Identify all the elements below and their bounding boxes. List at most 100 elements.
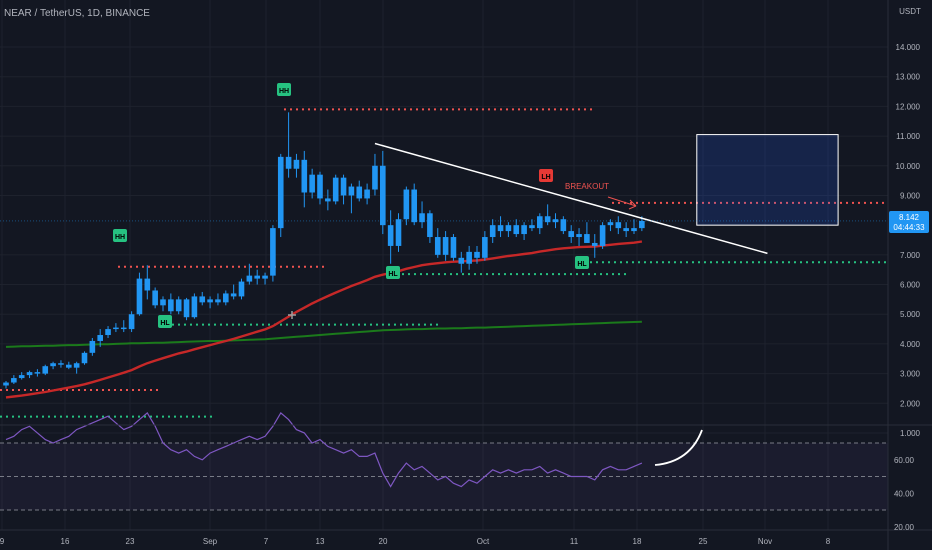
candle-body bbox=[513, 225, 520, 235]
candle-body bbox=[183, 299, 190, 318]
candle-body bbox=[537, 216, 543, 229]
candle-body bbox=[529, 225, 535, 229]
label-hl-1: HL bbox=[160, 320, 170, 327]
candle-body bbox=[246, 275, 253, 282]
candle-body bbox=[11, 378, 17, 383]
descending-trendline bbox=[374, 142, 768, 255]
candle-body bbox=[639, 220, 645, 229]
candle-body bbox=[81, 352, 88, 364]
label-breakout: BREAKOUT bbox=[565, 182, 609, 191]
time-tick-label: 7 bbox=[264, 537, 269, 546]
candle-body bbox=[42, 366, 49, 374]
label-lh-bg bbox=[539, 169, 553, 182]
candle-body bbox=[270, 228, 276, 276]
candle-body bbox=[544, 216, 551, 223]
price-tick-label: 14.000 bbox=[896, 43, 921, 52]
candle-body bbox=[607, 222, 614, 226]
label-hh-top: HH bbox=[279, 88, 289, 95]
label-hh-top-bg bbox=[277, 83, 291, 96]
rsi-tick-label: 20.00 bbox=[894, 523, 915, 532]
candle-body bbox=[474, 251, 480, 258]
time-tick-label: 11 bbox=[570, 537, 579, 546]
candle-body bbox=[120, 327, 127, 330]
target-zone-rect bbox=[696, 134, 839, 226]
candle-body bbox=[97, 335, 103, 341]
rsi-tick-label: 40.00 bbox=[894, 489, 915, 498]
moving-averages bbox=[5, 240, 643, 399]
time-tick-label: 9 bbox=[0, 537, 5, 546]
candle-body bbox=[207, 299, 213, 303]
price-tick-label: 11.000 bbox=[896, 132, 920, 141]
price-tick-label: 10.000 bbox=[896, 162, 921, 171]
candle-body bbox=[450, 237, 457, 258]
candle-body bbox=[442, 237, 449, 255]
candle-body bbox=[160, 299, 166, 306]
time-tick-label: 13 bbox=[316, 537, 325, 546]
label-hh-left-bg bbox=[113, 229, 127, 242]
label-hl-2-bg bbox=[386, 266, 400, 279]
price-tick-label: 12.000 bbox=[896, 102, 921, 111]
candle-body bbox=[58, 363, 64, 365]
candle-body bbox=[136, 278, 143, 315]
candle-body bbox=[403, 189, 410, 220]
label-hl-3-bg bbox=[575, 256, 589, 269]
candle-body bbox=[144, 278, 151, 291]
candle-body bbox=[521, 225, 527, 235]
candle-body bbox=[325, 198, 331, 202]
candle-body bbox=[89, 340, 96, 353]
candle-body bbox=[380, 165, 386, 226]
rsi-projection-curve bbox=[654, 429, 703, 466]
candle-body bbox=[427, 213, 433, 238]
candle-body bbox=[277, 156, 284, 229]
candle-body bbox=[599, 225, 606, 246]
candle-body bbox=[223, 293, 229, 303]
horizontal-levels bbox=[0, 108, 886, 418]
candle-body bbox=[332, 177, 339, 202]
candle-body bbox=[301, 159, 308, 193]
candle-body bbox=[591, 242, 598, 246]
candle-body bbox=[434, 237, 441, 255]
ema-red-line bbox=[5, 240, 643, 399]
candle-body bbox=[168, 299, 174, 312]
time-tick-label: Sep bbox=[203, 537, 218, 546]
candle-body bbox=[317, 174, 323, 199]
time-tick-label: 16 bbox=[61, 537, 70, 546]
candle-body bbox=[576, 234, 582, 238]
candle-body bbox=[199, 296, 206, 303]
candle-body bbox=[309, 174, 315, 193]
candle-body bbox=[293, 159, 300, 169]
candle-body bbox=[66, 364, 72, 368]
candle-body bbox=[105, 329, 111, 336]
chart-title: NEAR / TetherUS, 1D, BINANCE bbox=[4, 8, 150, 19]
candle-body bbox=[623, 228, 629, 232]
time-tick-label: 18 bbox=[633, 537, 642, 546]
candle-body bbox=[489, 225, 496, 238]
candle-body bbox=[175, 299, 182, 312]
time-tick-label: Oct bbox=[477, 537, 490, 546]
price-tick-label: 4.000 bbox=[900, 340, 921, 349]
price-tick-label: 6.000 bbox=[900, 281, 921, 290]
candle-body bbox=[230, 293, 237, 297]
label-lh: LH bbox=[541, 174, 550, 181]
candle-body bbox=[26, 372, 33, 376]
candle-body bbox=[18, 375, 25, 379]
cross-marker bbox=[288, 311, 296, 319]
candlesticks bbox=[3, 112, 645, 389]
time-tick-label: Nov bbox=[758, 537, 772, 546]
candle-body bbox=[419, 213, 425, 223]
price-tick-label: 5.000 bbox=[900, 310, 921, 319]
candle-body bbox=[191, 296, 198, 318]
current-price-badge bbox=[889, 210, 929, 233]
candle-body bbox=[50, 363, 56, 367]
candle-body bbox=[340, 177, 347, 196]
time-tick-label: 8 bbox=[826, 537, 831, 546]
target-box bbox=[696, 134, 839, 226]
candle-body bbox=[356, 186, 363, 199]
candle-body bbox=[3, 382, 9, 386]
label-hl-3: HL bbox=[577, 261, 587, 268]
candle-body bbox=[364, 189, 370, 199]
candle-body bbox=[262, 275, 268, 279]
candle-body bbox=[238, 281, 245, 297]
